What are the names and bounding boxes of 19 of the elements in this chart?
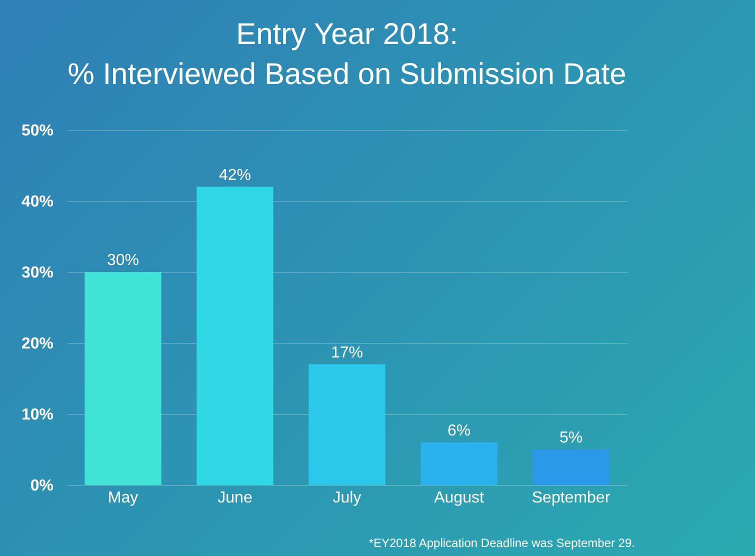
data-label: 6% <box>447 422 471 440</box>
data-label: 17% <box>330 344 364 362</box>
data-label: 30% <box>106 252 140 269</box>
y-tick-label: 50% <box>21 122 54 140</box>
y-tick-label: 40% <box>21 194 54 210</box>
x-tick-label: May <box>108 490 138 506</box>
data-label: 42% <box>218 166 252 184</box>
x-tick-label: September <box>532 490 611 506</box>
y-tick-label: 30% <box>21 264 54 282</box>
data-label: 5% <box>559 430 583 446</box>
text: Entry Year 2018: <box>236 18 458 51</box>
text: *EY2018 Application Deadline was September 29. <box>368 536 635 550</box>
x-tick-label: July <box>332 490 362 506</box>
x-tick-label: August <box>434 490 484 506</box>
y-tick-label: 0% <box>30 478 54 494</box>
y-tick-label: 20% <box>21 336 54 352</box>
x-tick-label: June <box>218 490 252 506</box>
text: % Interviewed Based on Submission Date <box>68 58 626 91</box>
y-tick-label: 10% <box>21 406 54 424</box>
